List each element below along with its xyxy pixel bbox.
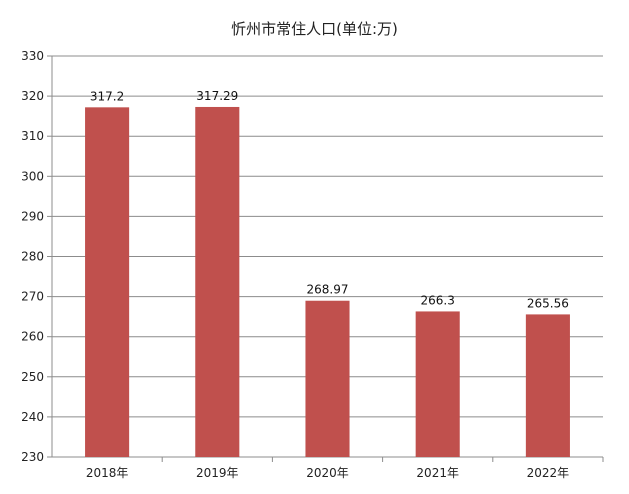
x-tick-label: 2019年	[196, 466, 239, 480]
y-tick-label: 290	[21, 209, 44, 223]
y-tick-label: 330	[21, 49, 44, 63]
y-tick-label: 260	[21, 330, 44, 344]
x-tick-label: 2022年	[527, 466, 570, 480]
bar	[85, 107, 130, 457]
y-tick-label: 300	[21, 169, 44, 183]
bar	[415, 311, 460, 457]
y-tick-label: 310	[21, 129, 44, 143]
y-tick-label: 270	[21, 290, 44, 304]
y-tick-label: 240	[21, 410, 44, 424]
y-tick-label: 320	[21, 89, 44, 103]
data-label: 268.97	[307, 283, 349, 297]
y-tick-label: 280	[21, 250, 44, 264]
data-label: 266.3	[421, 293, 455, 307]
data-label: 317.29	[196, 89, 238, 103]
bar	[305, 300, 350, 457]
bar	[525, 314, 570, 457]
chart-title: 忻州市常住人口(单位:万)	[231, 20, 398, 38]
x-tick-label: 2020年	[306, 466, 349, 480]
y-tick-label: 250	[21, 370, 44, 384]
bar	[195, 106, 240, 457]
y-tick-label: 230	[21, 450, 44, 464]
data-label: 317.2	[90, 89, 124, 103]
x-tick-label: 2018年	[86, 466, 129, 480]
x-tick-label: 2021年	[416, 466, 459, 480]
data-label: 265.56	[527, 296, 569, 310]
